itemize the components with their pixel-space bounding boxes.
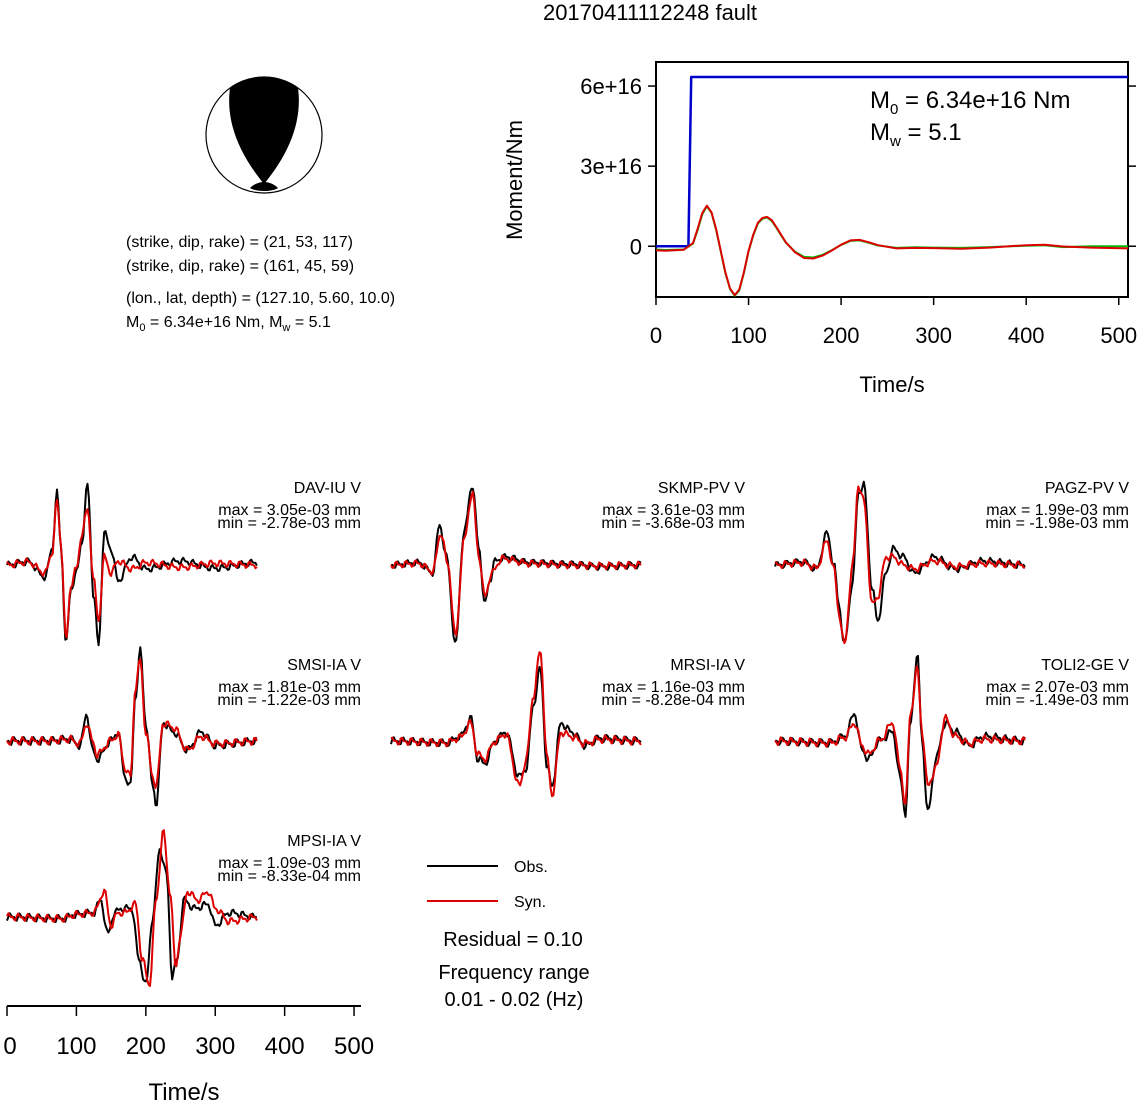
station-max: max = 1.16e-03 mm	[602, 679, 745, 696]
moment-text: M0 = 6.34e+16 Nm, Mw = 5.1	[126, 314, 331, 334]
wave-xtick-label-2: 200	[126, 1033, 166, 1060]
station-min: min = -1.49e-03 mm	[985, 692, 1129, 709]
waveform-syn	[774, 485, 1026, 645]
station-max: max = 2.07e-03 mm	[986, 679, 1129, 696]
legend: Obs. Syn.	[427, 859, 548, 911]
station-min: min = -1.22e-03 mm	[217, 692, 361, 709]
station-min: min = -3.68e-03 mm	[601, 515, 745, 532]
waveform-syn	[774, 665, 1026, 805]
station-min: min = -8.33e-04 mm	[217, 868, 361, 885]
station-label: MRSI-IA V	[670, 657, 745, 674]
wave-xtick-label-4: 400	[265, 1033, 305, 1060]
residual-text: Residual = 0.10	[443, 929, 583, 951]
station-label: DAV-IU V	[294, 480, 362, 497]
waveform-syn	[6, 829, 258, 987]
waveform-syn	[6, 658, 258, 789]
station-max: max = 1.81e-03 mm	[218, 679, 361, 696]
moment-xtick-label-1: 100	[730, 323, 767, 348]
beachball	[205, 76, 323, 194]
moment-ytick-label-2: 6e+16	[580, 74, 642, 99]
station-label: SMSI-IA V	[287, 657, 361, 674]
waveform-time-axis: 0 100 200 300 400 500 Time/s	[3, 1005, 374, 1104]
frequency-label: Frequency range	[438, 962, 589, 984]
nodal-plane-2: (strike, dip, rake) = (161, 45, 59)	[126, 258, 354, 275]
wave-xtick-label-3: 300	[195, 1033, 235, 1060]
moment-series-2	[655, 204, 1129, 297]
moment-xtick-label-5: 500	[1100, 323, 1137, 348]
moment-xtick-label-3: 300	[915, 323, 952, 348]
location-text: (lon., lat, depth) = (127.10, 5.60, 10.0…	[126, 290, 395, 307]
waveform-xlabel: Time/s	[148, 1079, 219, 1104]
legend-obs-label: Obs.	[514, 859, 548, 876]
waveform-syn	[390, 490, 642, 637]
station-max: max = 3.05e-03 mm	[218, 502, 361, 519]
wave-xtick-label-0: 0	[3, 1033, 16, 1060]
waveform-obs	[6, 848, 258, 983]
moment-plot-frame	[655, 61, 1129, 298]
moment-ytick-label-1: 3e+16	[580, 154, 642, 179]
waveform-syn	[6, 499, 258, 639]
beachball-lower-wedge	[250, 182, 278, 191]
moment-rate-panel: 0 3e+16 6e+16 0 100 200 300 400 500 Moment/Nm T…	[502, 61, 1137, 397]
moment-m0-annotation: M0 = 6.34e+16 Nm	[870, 87, 1070, 118]
wave-xtick-label-5: 500	[334, 1033, 374, 1060]
moment-ytick-label-0: 0	[630, 234, 642, 259]
nodal-plane-1: (strike, dip, rake) = (21, 53, 117)	[126, 234, 353, 251]
moment-xtick-label-4: 400	[1008, 323, 1045, 348]
moment-xlabel: Time/s	[859, 372, 924, 397]
station-max: max = 1.99e-03 mm	[986, 502, 1129, 519]
station-min: min = -2.78e-03 mm	[217, 515, 361, 532]
waveform-obs	[6, 646, 258, 807]
moment-ylabel: Moment/Nm	[502, 120, 527, 240]
figure-title: 20170411112248 fault	[543, 0, 757, 25]
moment-series-1	[655, 205, 1128, 297]
station-max: max = 1.09e-03 mm	[218, 855, 361, 872]
station-min: min = -8.28e-04 mm	[601, 692, 745, 709]
waveform-syn	[390, 651, 642, 798]
beachball-compressional-lobe	[229, 77, 299, 184]
waveform-obs	[390, 487, 642, 643]
station-label: TOLI2-GE V	[1041, 657, 1129, 674]
moment-mw-annotation: Mw = 5.1	[870, 119, 962, 150]
station-label: MPSI-IA V	[287, 833, 361, 850]
station-max: max = 3.61e-03 mm	[602, 502, 745, 519]
station-min: min = -1.98e-03 mm	[985, 515, 1129, 532]
legend-syn-label: Syn.	[514, 894, 546, 911]
moment-xtick-label-0: 0	[650, 323, 662, 348]
moment-xtick-label-2: 200	[823, 323, 860, 348]
frequency-value: 0.01 - 0.02 (Hz)	[445, 989, 584, 1011]
moment-series-0	[656, 75, 1128, 248]
station-label: PAGZ-PV V	[1045, 480, 1129, 497]
wave-xtick-label-1: 100	[56, 1033, 96, 1060]
station-label: SKMP-PV V	[658, 480, 745, 497]
